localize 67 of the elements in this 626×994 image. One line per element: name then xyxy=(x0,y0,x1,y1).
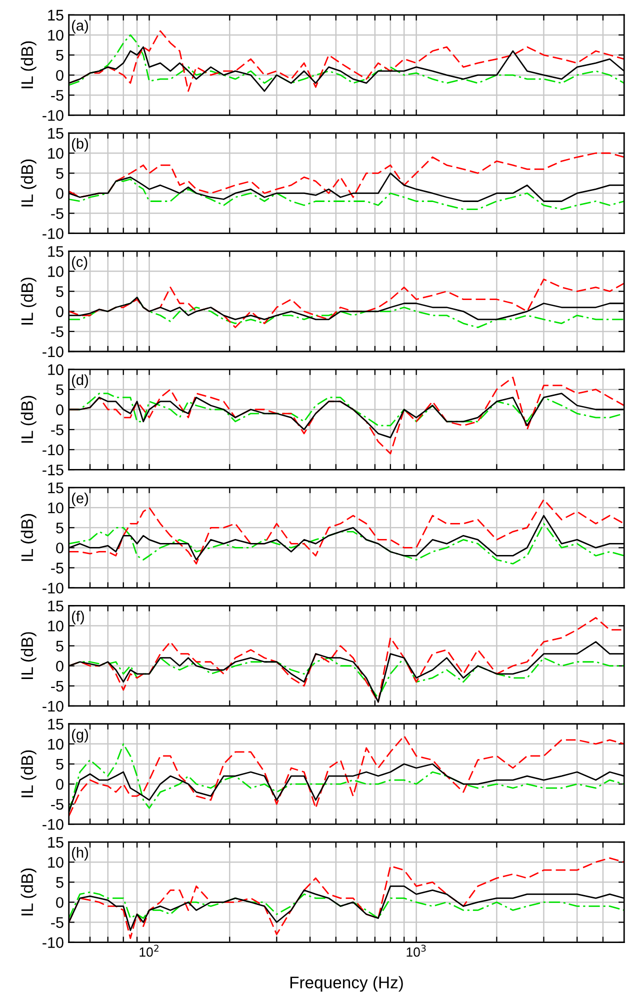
y-tick-label: 10 xyxy=(48,502,64,514)
annotation: (a) xyxy=(72,20,88,34)
y-tick-label: -5 xyxy=(51,424,64,436)
y-tick-label: 15 xyxy=(48,10,64,21)
y-axis-title: IL (dB) xyxy=(20,160,36,206)
annotation: (f) xyxy=(72,610,84,624)
y-tick-label: 10 xyxy=(48,30,64,41)
annotation: (g) xyxy=(72,728,88,742)
y-tick-label: 5 xyxy=(56,384,64,396)
y-tick-label: 0 xyxy=(56,778,64,790)
y-tick-label: 10 xyxy=(48,364,64,376)
y-tick-label: 0 xyxy=(56,404,64,416)
y-tick-label: 15 xyxy=(48,718,64,730)
y-tick-label: 15 xyxy=(48,600,64,612)
y-tick-label: -5 xyxy=(51,680,64,692)
y-tick-label: -10 xyxy=(42,700,64,712)
annotation: (b) xyxy=(72,138,88,152)
y-axis-title: IL (dB) xyxy=(20,632,36,680)
y-tick-label: -5 xyxy=(51,917,64,928)
y-tick-label: -15 xyxy=(42,464,64,476)
y-tick-label: 0 xyxy=(56,542,64,554)
x-tick-label: 10$^{3}$ xyxy=(406,944,426,957)
y-axis-title: IL (dB) xyxy=(20,396,36,443)
y-tick-label: -5 xyxy=(51,326,64,338)
y-tick-label: 10 xyxy=(48,620,64,632)
y-tick-label: 0 xyxy=(56,188,64,199)
y-tick-label: -5 xyxy=(51,90,64,101)
y-tick-label: 5 xyxy=(56,640,64,652)
y-tick-label: 5 xyxy=(56,50,64,61)
y-tick-label: -5 xyxy=(51,562,64,574)
y-axis-title: IL (dB) xyxy=(20,750,36,798)
y-tick-label: 5 xyxy=(56,522,64,534)
y-tick-label: 0 xyxy=(56,897,64,908)
y-tick-label: 0 xyxy=(56,70,64,81)
y-tick-label: 15 xyxy=(48,246,64,257)
annotation: (e) xyxy=(72,492,88,506)
y-tick-label: -10 xyxy=(42,937,64,948)
y-tick-label: 10 xyxy=(48,738,64,750)
y-tick-label: 10 xyxy=(48,148,64,159)
annotation: (d) xyxy=(72,374,88,388)
x-tick-label: 10$^{2}$ xyxy=(140,944,158,957)
y-tick-label: 15 xyxy=(48,482,64,494)
y-tick-label: 0 xyxy=(56,660,64,672)
y-tick-label: -10 xyxy=(42,444,64,456)
y-tick-label: 0 xyxy=(56,306,64,318)
y-axis-title: IL (dB) xyxy=(20,278,36,325)
y-tick-label: 5 xyxy=(56,168,64,179)
y-tick-label: 5 xyxy=(56,759,64,770)
y-axis-title: IL (dB) xyxy=(20,41,36,88)
y-tick-label: -5 xyxy=(51,799,64,810)
x-axis-title: Frequency (Hz) xyxy=(290,976,403,992)
y-axis-title: IL (dB) xyxy=(20,514,36,561)
y-tick-label: -10 xyxy=(42,228,64,240)
y-tick-label: 5 xyxy=(56,877,64,888)
y-tick-label: 10 xyxy=(48,266,64,277)
y-tick-label: -10 xyxy=(42,582,64,594)
annotation: (h) xyxy=(72,847,88,861)
y-tick-label: -10 xyxy=(42,819,64,830)
y-axis-title: IL (dB) xyxy=(20,868,36,916)
y-tick-label: 15 xyxy=(48,128,64,139)
y-tick-label: 10 xyxy=(48,856,64,868)
y-tick-label: -5 xyxy=(51,208,64,219)
y-tick-label: -10 xyxy=(42,110,64,121)
y-tick-label: 5 xyxy=(56,286,64,298)
y-tick-label: -10 xyxy=(42,346,64,358)
annotation: (c) xyxy=(72,256,88,270)
y-tick-label: 15 xyxy=(48,837,64,848)
